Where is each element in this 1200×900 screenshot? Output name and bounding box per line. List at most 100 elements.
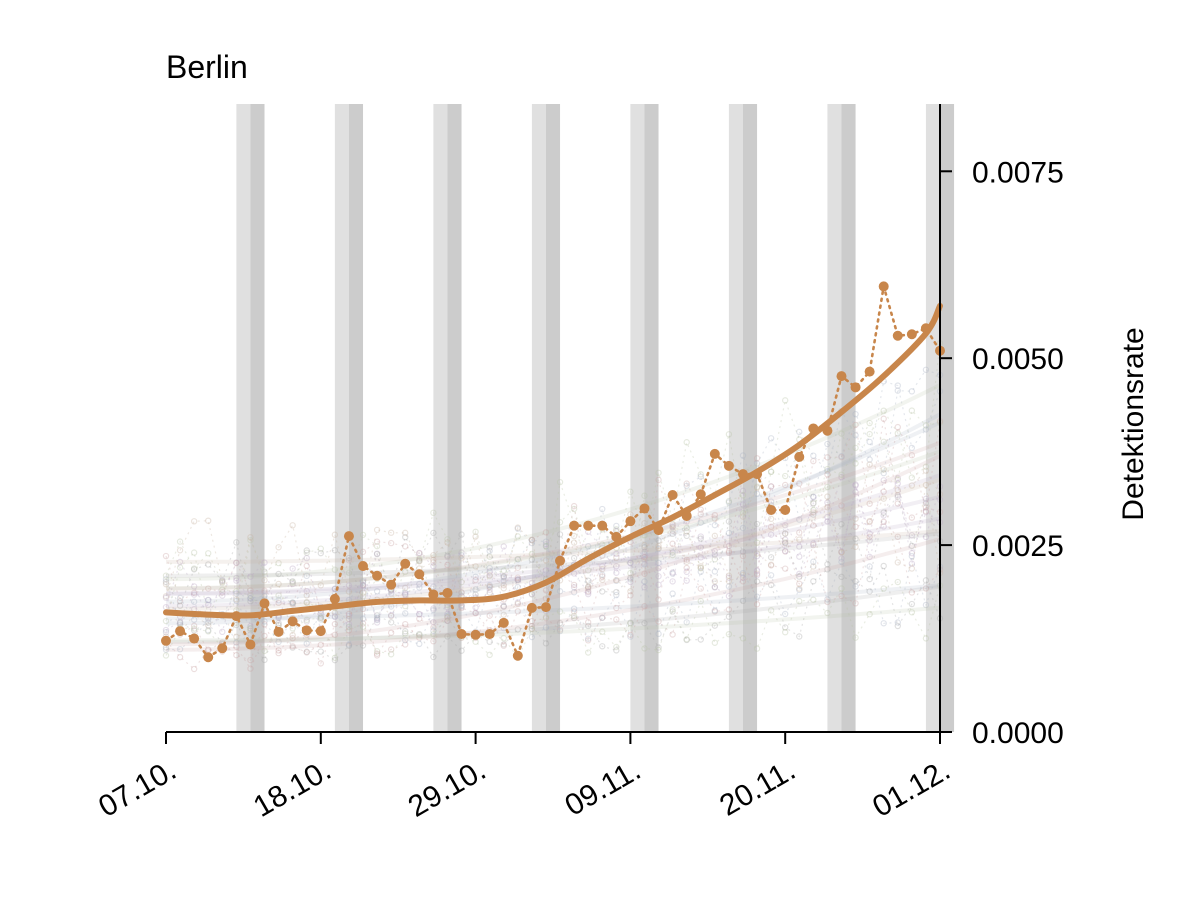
background-point: [599, 541, 606, 548]
background-point: [190, 589, 198, 597]
background-point: [472, 576, 479, 584]
background-point: [162, 594, 170, 601]
background-point: [176, 564, 184, 571]
observed-point: [822, 425, 833, 436]
background-dotted-line: [165, 484, 941, 601]
background-point: [261, 618, 268, 625]
background-point: [430, 551, 437, 559]
background-point: [289, 565, 296, 572]
highlight-series-layer: [161, 281, 945, 663]
background-point: [782, 397, 789, 404]
background-point: [866, 563, 873, 570]
background-point: [796, 586, 803, 594]
background-point: [570, 605, 578, 612]
background-point: [416, 631, 423, 639]
background-point: [162, 646, 170, 653]
background-point: [458, 604, 465, 612]
background-point: [528, 625, 536, 633]
background-point: [247, 587, 254, 594]
background-point: [190, 622, 198, 630]
background-point: [767, 468, 775, 476]
background-point: [289, 599, 296, 607]
background-point: [866, 517, 873, 525]
background-point: [838, 521, 845, 528]
background-point: [824, 454, 831, 461]
background-point: [416, 549, 423, 557]
background-point: [725, 542, 733, 550]
background-point: [486, 651, 493, 659]
background-point: [739, 574, 747, 582]
background-point: [486, 583, 493, 590]
background-point: [176, 619, 184, 627]
background-point: [641, 542, 648, 549]
background-point: [922, 508, 930, 515]
background-point: [683, 532, 690, 540]
background-point: [514, 583, 522, 591]
background-point: [528, 536, 536, 544]
background-point: [697, 510, 704, 518]
background-point: [838, 473, 845, 481]
background-point: [486, 612, 493, 619]
background-point: [247, 625, 254, 632]
background-point: [247, 665, 254, 672]
background-point: [767, 581, 775, 589]
background-point: [514, 556, 522, 563]
background-point: [444, 539, 451, 546]
observed-point: [920, 323, 931, 334]
background-point: [711, 583, 719, 591]
background-point: [739, 552, 747, 560]
background-point: [387, 529, 395, 536]
background-point: [205, 550, 212, 557]
background-point: [359, 593, 367, 600]
background-point: [922, 601, 930, 609]
background-point: [219, 579, 226, 586]
background-point: [528, 622, 536, 630]
background-point: [725, 613, 733, 620]
background-point: [289, 599, 296, 607]
background-point: [810, 457, 817, 465]
observed-point: [723, 460, 734, 471]
background-point: [599, 505, 606, 513]
background-point: [824, 440, 831, 448]
background-point: [317, 616, 324, 623]
background-point: [162, 617, 170, 625]
observed-point: [597, 520, 608, 531]
observed-point: [484, 629, 495, 640]
background-point: [866, 461, 873, 468]
background-point: [655, 564, 662, 572]
background-point: [922, 585, 930, 592]
background-point: [402, 529, 409, 537]
background-point: [655, 545, 662, 553]
background-point: [810, 578, 817, 585]
background-smooth-line: [165, 473, 941, 608]
background-point: [359, 579, 367, 586]
background-point: [641, 603, 648, 610]
background-point: [359, 582, 367, 589]
background-smooth-line: [166, 605, 941, 643]
observed-point: [372, 570, 383, 581]
background-point: [261, 656, 268, 664]
background-point: [711, 551, 719, 558]
background-point: [472, 528, 479, 536]
background-point: [613, 563, 620, 570]
observed-point: [343, 531, 354, 542]
background-point: [697, 535, 704, 542]
background-dotted-line: [165, 418, 941, 612]
background-point: [190, 565, 198, 572]
background-point: [852, 410, 859, 418]
background-point: [669, 521, 676, 528]
background-point: [556, 619, 564, 627]
background-point: [641, 619, 648, 627]
background-point: [796, 633, 803, 640]
background-point: [739, 510, 747, 517]
background-point: [866, 419, 873, 427]
background-point: [838, 585, 845, 592]
background-point: [486, 553, 493, 560]
observed-point: [653, 525, 664, 536]
background-point: [303, 616, 310, 624]
background-point: [669, 569, 676, 576]
background-point: [613, 576, 620, 584]
background-point: [922, 495, 930, 503]
background-point: [796, 570, 803, 578]
background-point: [627, 559, 634, 566]
